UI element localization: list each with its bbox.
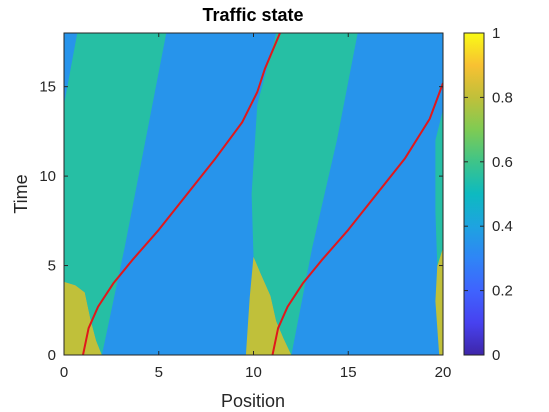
high-density-region-3 bbox=[435, 247, 443, 355]
chart-title: Traffic state bbox=[202, 5, 303, 25]
y-tick-label: 10 bbox=[39, 168, 56, 185]
fan-region-2 bbox=[251, 33, 358, 355]
fan-region-1 bbox=[64, 33, 167, 355]
high-density-region-1 bbox=[64, 281, 102, 355]
colorbar: 0 0.2 0.4 0.6 0.8 1 bbox=[463, 25, 513, 364]
colorbar-tick-label: 1 bbox=[492, 25, 500, 42]
x-tick-label: 0 bbox=[60, 364, 68, 381]
x-tick-label: 15 bbox=[340, 364, 357, 381]
trajectory-line-2 bbox=[271, 82, 443, 355]
y-tick-label: 0 bbox=[48, 347, 56, 364]
y-tick-label: 5 bbox=[48, 258, 56, 275]
trajectory-line-1 bbox=[82, 33, 281, 355]
y-axis-label: Time bbox=[11, 174, 31, 213]
x-tick-label: 20 bbox=[435, 364, 452, 381]
high-density-region-2 bbox=[245, 256, 292, 355]
y-tick-label: 15 bbox=[39, 79, 56, 96]
x-axis-label: Position bbox=[221, 391, 285, 411]
colorbar-gradient bbox=[463, 32, 485, 356]
colorbar-tick-label: 0.2 bbox=[492, 283, 513, 300]
colorbar-tick-label: 0.8 bbox=[492, 89, 513, 106]
colorbar-tick-label: 0.4 bbox=[492, 218, 513, 235]
plot-area: 0 5 10 15 20 0 5 10 15 bbox=[39, 32, 452, 381]
x-tick-label: 5 bbox=[155, 364, 163, 381]
colorbar-tick-label: 0.6 bbox=[492, 154, 513, 171]
fan-region-3 bbox=[435, 109, 443, 266]
x-tick-label: 10 bbox=[245, 364, 262, 381]
colorbar-tick-label: 0 bbox=[492, 347, 500, 364]
